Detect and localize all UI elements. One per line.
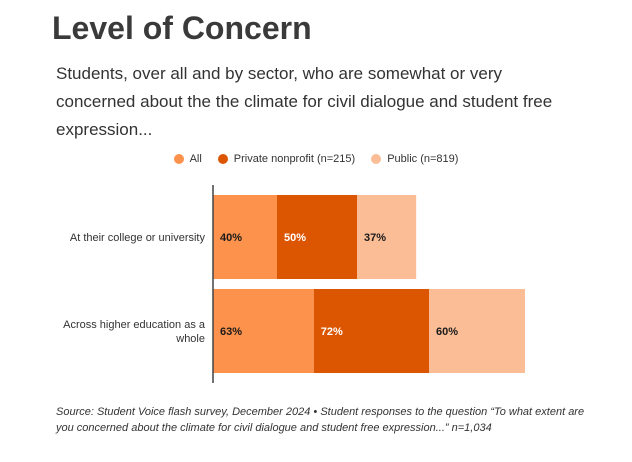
legend-item-private: Private nonprofit (n=215) (217, 153, 356, 165)
legend-swatch-all (173, 154, 184, 164)
data-label-1-2: 50% (284, 232, 306, 244)
bar-2-2 (313, 289, 429, 373)
bar-1-1 (213, 195, 277, 279)
bar-1-3 (357, 195, 417, 279)
category-label-1: At their college or university (70, 232, 206, 244)
legend-swatch-public (371, 154, 382, 164)
legend-label-all: All (189, 153, 202, 165)
bar-1-2 (277, 195, 357, 279)
bar-2-1 (213, 289, 314, 373)
data-label-1-3: 37% (364, 232, 386, 244)
data-label-2-3: 60% (436, 326, 458, 338)
data-label-2-1: 63% (220, 326, 242, 338)
chart-title: Level of Concern (52, 10, 312, 46)
legend-label-private: Private nonprofit (n=215) (233, 153, 356, 165)
legend-label-public: Public (n=819) (387, 153, 459, 165)
bar-2-3 (429, 289, 525, 373)
legend-item-all: All (173, 153, 202, 165)
legend-item-public: Public (n=819) (371, 153, 458, 165)
data-label-2-2: 72% (321, 326, 343, 338)
chart-subtitle: Students, over all and by sector, who ar… (56, 64, 553, 139)
legend-swatch-private (217, 154, 228, 164)
legend: All Private nonprofit (n=215) Public (n=… (0, 153, 632, 165)
data-label-1-1: 40% (220, 232, 242, 244)
category-label-2: Across higher education as a whole (63, 319, 206, 345)
source-note: Source: Student Voice flash survey, Dece… (56, 406, 585, 434)
